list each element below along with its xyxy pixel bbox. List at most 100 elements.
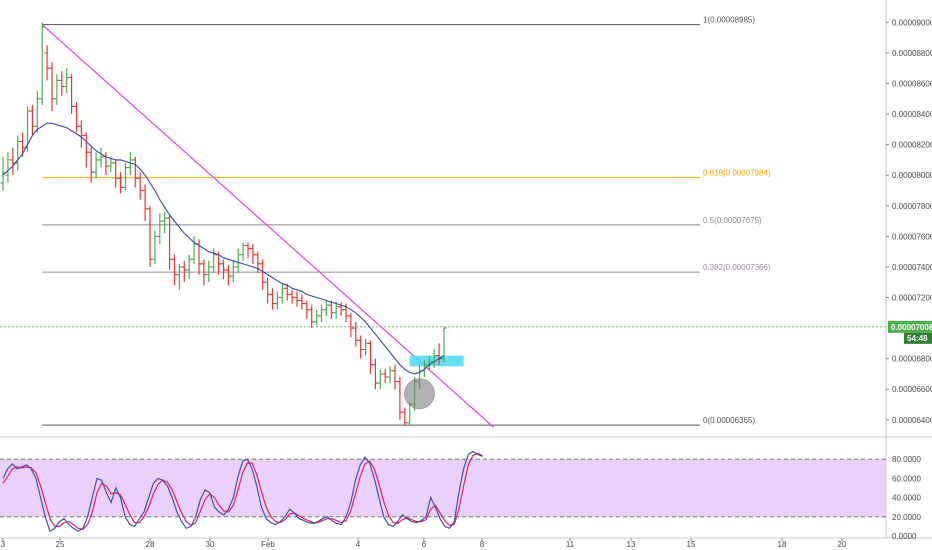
candles bbox=[0, 22, 447, 426]
candle bbox=[353, 321, 359, 347]
price-tick-label: 0.00007200 bbox=[892, 293, 932, 302]
fib-level-label: 0.618(0.00007984) bbox=[703, 169, 771, 178]
candle bbox=[83, 132, 89, 168]
candle bbox=[299, 294, 305, 310]
candle bbox=[176, 263, 182, 290]
candle bbox=[402, 407, 408, 426]
candle bbox=[34, 91, 40, 133]
time-tick-label: 13 bbox=[627, 540, 636, 549]
oscillator-tick-label: 60.0000 bbox=[892, 474, 921, 483]
candle bbox=[167, 214, 173, 270]
candle bbox=[368, 340, 373, 374]
time-tick-label: 25 bbox=[56, 540, 65, 549]
oscillator-tick-label: 20.0000 bbox=[892, 513, 921, 522]
candle bbox=[265, 277, 271, 304]
time-tick-label: 3 bbox=[1, 540, 6, 549]
candle bbox=[59, 71, 65, 96]
candle bbox=[392, 364, 398, 390]
fib-level-label: 0.5(0.00007675) bbox=[703, 216, 762, 225]
candle bbox=[152, 230, 158, 264]
candle bbox=[54, 74, 60, 105]
candle bbox=[274, 291, 280, 310]
price-tick-label: 0.00008200 bbox=[892, 141, 932, 150]
price-tick-label: 0.00007400 bbox=[892, 263, 932, 272]
candle bbox=[279, 283, 285, 304]
time-tick-label: 20 bbox=[838, 540, 847, 549]
candle bbox=[201, 259, 207, 286]
candle bbox=[225, 265, 231, 286]
price-tick-label: 0.00007800 bbox=[892, 202, 932, 211]
candle bbox=[245, 242, 251, 258]
overlays bbox=[0, 24, 886, 428]
candle bbox=[162, 211, 168, 234]
highlight-box bbox=[409, 355, 464, 367]
candle bbox=[93, 152, 99, 179]
oscillator-tick-label: 0.0000 bbox=[892, 532, 917, 541]
price-tick-label: 0.00009000 bbox=[892, 18, 932, 27]
candle bbox=[333, 302, 339, 319]
time-tick-label: 30 bbox=[206, 540, 215, 549]
candle bbox=[29, 104, 35, 136]
candle bbox=[113, 159, 119, 188]
time-tick-label: 8 bbox=[480, 540, 485, 549]
time-tick-label: Feb bbox=[261, 540, 275, 549]
fib-level-label: 0.382(0.00007366) bbox=[703, 263, 771, 272]
candle bbox=[132, 156, 138, 188]
candle bbox=[10, 147, 16, 176]
price-tick-label: 0.00007600 bbox=[892, 232, 932, 241]
fib-retracement[interactable]: 1(0.00008985) 0.618(0.00007984) 0.5(0.0000… bbox=[42, 16, 771, 426]
time-axis[interactable]: 3 25 28 30 Feb 4 6 8 11 13 15 18 20 bbox=[1, 538, 847, 549]
candle bbox=[319, 305, 324, 322]
candle bbox=[5, 152, 11, 183]
candle bbox=[382, 369, 388, 384]
time-tick-label: 11 bbox=[566, 540, 575, 549]
candle bbox=[323, 300, 329, 316]
countdown-label: 54:48 bbox=[907, 334, 928, 343]
candle bbox=[88, 147, 94, 183]
candle bbox=[108, 156, 114, 173]
price-tick-label: 0.00006800 bbox=[892, 355, 932, 364]
candle bbox=[172, 254, 177, 286]
price-tick-label: 0.00008400 bbox=[892, 110, 932, 119]
candle bbox=[123, 162, 128, 191]
candle bbox=[250, 243, 256, 264]
candle bbox=[0, 156, 6, 191]
candle bbox=[137, 172, 143, 200]
candle bbox=[372, 358, 378, 390]
candle bbox=[157, 213, 163, 244]
oscillator-pane bbox=[0, 450, 886, 533]
price-tick-label: 0.00008800 bbox=[892, 49, 932, 58]
trendline bbox=[41, 24, 494, 428]
countdown-badge bbox=[904, 332, 932, 344]
candle bbox=[147, 205, 153, 267]
candle bbox=[338, 302, 344, 316]
price-tick-label: 0.00008000 bbox=[892, 171, 932, 180]
candle bbox=[289, 289, 295, 304]
candle bbox=[44, 45, 50, 81]
moving-average bbox=[2, 122, 445, 410]
candle bbox=[64, 68, 70, 93]
candle bbox=[363, 338, 369, 356]
candle bbox=[49, 62, 55, 111]
candle bbox=[78, 120, 84, 148]
price-axis[interactable]: 80.0000 60.0000 40.0000 20.0000 0.0000 0.0000… bbox=[886, 18, 932, 541]
candle bbox=[294, 291, 300, 307]
candle bbox=[309, 305, 315, 329]
candle bbox=[235, 248, 241, 274]
candle bbox=[304, 300, 310, 319]
candle bbox=[240, 242, 246, 261]
candle bbox=[270, 288, 275, 310]
candle bbox=[127, 152, 133, 176]
candle bbox=[328, 300, 334, 319]
candle bbox=[221, 259, 226, 280]
oscillator-tick-label: 80.0000 bbox=[892, 455, 921, 464]
candle bbox=[98, 147, 104, 168]
candle bbox=[348, 312, 354, 338]
fib-level-label: 1(0.00008985) bbox=[703, 16, 755, 25]
candle bbox=[358, 335, 364, 359]
oscillator-band bbox=[0, 459, 886, 517]
candle bbox=[255, 251, 261, 274]
